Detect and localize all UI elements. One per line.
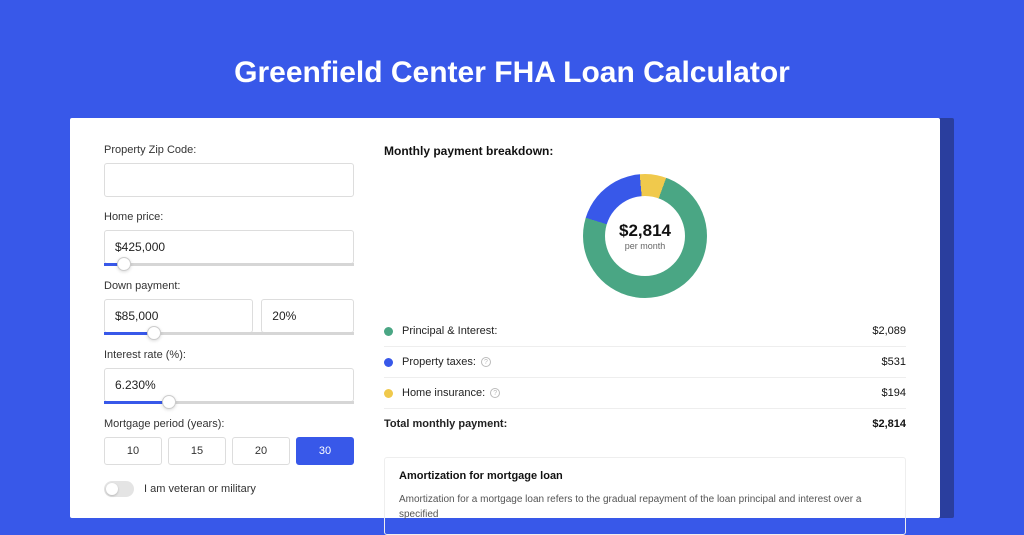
down-payment-amount-input[interactable] [104, 299, 253, 333]
card-shadow: Property Zip Code: Home price: Down paym… [70, 118, 954, 518]
period-button-20[interactable]: 20 [232, 437, 290, 465]
breakdown-label: Principal & Interest: [402, 325, 872, 337]
interest-input[interactable] [104, 368, 354, 402]
breakdown-label: Home insurance:? [402, 387, 882, 399]
donut-total: $2,814 [619, 221, 671, 241]
down-payment-slider-handle[interactable] [147, 326, 161, 340]
amortization-title: Amortization for mortgage loan [399, 470, 891, 482]
home-price-slider-handle[interactable] [117, 257, 131, 271]
breakdown-label: Property taxes:? [402, 356, 882, 368]
breakdown-panel: Monthly payment breakdown: $2,814 per mo… [384, 144, 906, 492]
amortization-text: Amortization for a mortgage loan refers … [399, 492, 891, 522]
interest-slider[interactable] [104, 401, 354, 404]
zip-input[interactable] [104, 163, 354, 197]
donut-chart: $2,814 per month [583, 174, 707, 298]
home-price-label: Home price: [104, 211, 354, 223]
amortization-card: Amortization for mortgage loan Amortizat… [384, 457, 906, 535]
home-price-input[interactable] [104, 230, 354, 264]
zip-label: Property Zip Code: [104, 144, 354, 156]
veteran-toggle[interactable] [104, 481, 134, 497]
form-panel: Property Zip Code: Home price: Down paym… [104, 144, 354, 492]
down-payment-slider[interactable] [104, 332, 354, 335]
period-label: Mortgage period (years): [104, 418, 354, 430]
veteran-toggle-knob [106, 483, 118, 495]
breakdown-row: Principal & Interest:$2,089 [384, 316, 906, 347]
interest-block: Interest rate (%): [104, 349, 354, 404]
home-price-block: Home price: [104, 211, 354, 266]
period-block: Mortgage period (years): 10152030 [104, 418, 354, 465]
legend-dot [384, 358, 393, 367]
breakdown-value: $194 [882, 387, 906, 399]
veteran-row: I am veteran or military [104, 481, 354, 497]
breakdown-title: Monthly payment breakdown: [384, 144, 906, 158]
down-payment-label: Down payment: [104, 280, 354, 292]
total-label: Total monthly payment: [384, 418, 872, 430]
donut-center: $2,814 per month [605, 196, 685, 276]
down-payment-percent-input[interactable] [261, 299, 354, 333]
breakdown-value: $531 [882, 356, 906, 368]
home-price-slider[interactable] [104, 263, 354, 266]
page-title: Greenfield Center FHA Loan Calculator [70, 56, 954, 90]
period-button-15[interactable]: 15 [168, 437, 226, 465]
down-payment-block: Down payment: [104, 280, 354, 335]
info-icon[interactable]: ? [481, 357, 491, 367]
calculator-card: Property Zip Code: Home price: Down paym… [70, 118, 940, 518]
breakdown-row: Home insurance:?$194 [384, 378, 906, 409]
interest-label: Interest rate (%): [104, 349, 354, 361]
veteran-label: I am veteran or military [144, 483, 256, 495]
zip-field-block: Property Zip Code: [104, 144, 354, 197]
breakdown-value: $2,089 [872, 325, 906, 337]
total-value: $2,814 [872, 418, 906, 430]
legend-dot [384, 389, 393, 398]
period-button-30[interactable]: 30 [296, 437, 354, 465]
legend-dot [384, 327, 393, 336]
breakdown-row: Property taxes:?$531 [384, 347, 906, 378]
total-row: Total monthly payment: $2,814 [384, 409, 906, 439]
interest-slider-handle[interactable] [162, 395, 176, 409]
info-icon[interactable]: ? [490, 388, 500, 398]
donut-wrap: $2,814 per month [384, 174, 906, 298]
donut-sublabel: per month [625, 241, 666, 251]
period-button-10[interactable]: 10 [104, 437, 162, 465]
